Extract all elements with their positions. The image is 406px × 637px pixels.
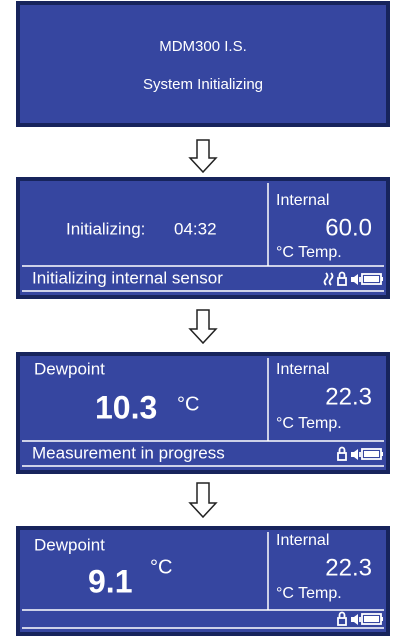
- main-value: 10.3: [95, 389, 157, 425]
- screen-title: MDM300 I.S.: [159, 38, 247, 55]
- status-text: Initializing internal sensor: [32, 268, 223, 287]
- side-value: 60.0: [325, 214, 372, 241]
- side-value: 22.3: [325, 383, 372, 410]
- status-icons: [323, 271, 383, 286]
- main-unit: °C: [150, 556, 172, 578]
- status-icons: [337, 446, 383, 461]
- main-label: Dewpoint: [34, 359, 105, 378]
- status-text: Measurement in progress: [32, 443, 225, 462]
- down-arrow: [188, 482, 218, 519]
- screen-subtitle: System Initializing: [143, 76, 263, 93]
- screen-panel: [16, 352, 390, 474]
- status-icons: [337, 611, 383, 626]
- screen-panel: [16, 526, 390, 636]
- down-arrow: [188, 139, 218, 174]
- screen-panel: [16, 1, 390, 127]
- side-label: Internal: [276, 192, 329, 209]
- side-unit: °C Temp.: [276, 415, 342, 432]
- side-label: Internal: [276, 532, 329, 549]
- side-label: Internal: [276, 361, 329, 378]
- main-label: Dewpoint: [34, 535, 105, 554]
- main-value: 9.1: [88, 563, 132, 599]
- main-value: 04:32: [174, 219, 217, 238]
- down-arrow: [188, 309, 218, 345]
- side-unit: °C Temp.: [276, 585, 342, 602]
- side-unit: °C Temp.: [276, 244, 342, 261]
- main-unit: °C: [177, 393, 199, 415]
- main-label: Initializing:: [66, 219, 145, 238]
- side-value: 22.3: [325, 554, 372, 581]
